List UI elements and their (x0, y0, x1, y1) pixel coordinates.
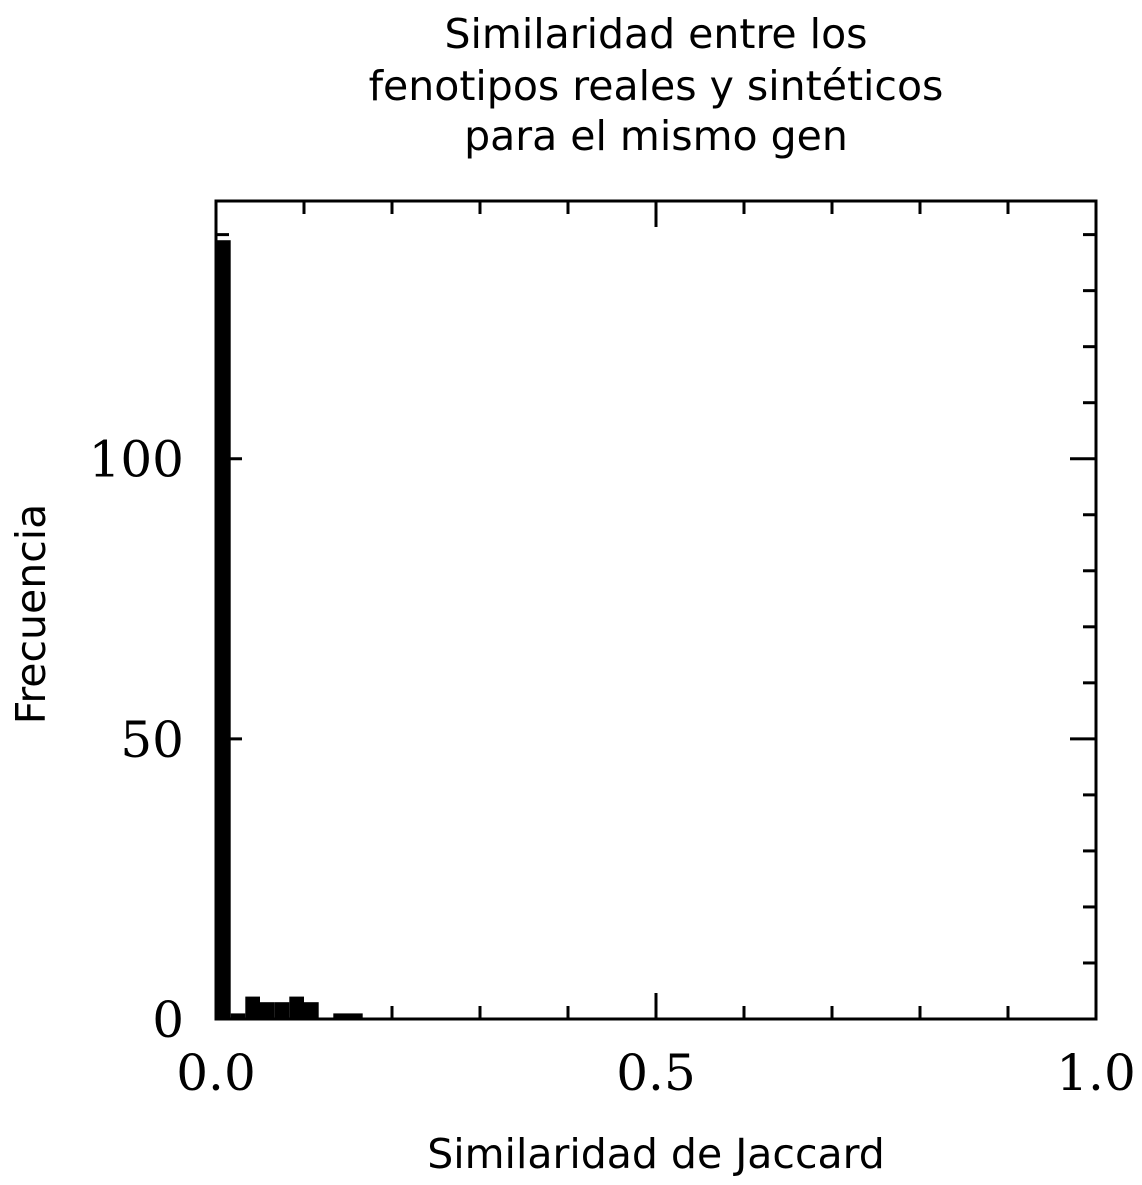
x-tick-label: 0.5 (616, 1044, 696, 1102)
histogram-bar (289, 996, 304, 1019)
y-tick-label: 100 (89, 431, 184, 489)
y-tick-label: 0 (152, 991, 184, 1049)
axis-ticks (214, 201, 1098, 1021)
histogram-bars (216, 240, 363, 1019)
histogram-bar (245, 996, 260, 1019)
title-line-2: fenotipos reales y sintéticos (369, 62, 944, 110)
histogram-bar (333, 1013, 348, 1019)
histogram-bar (260, 1002, 275, 1019)
title-line-1: Similaridad entre los (444, 10, 867, 58)
title-line-3: para el mismo gen (464, 112, 848, 160)
x-tick-label: 0.0 (176, 1044, 256, 1102)
x-tick-label: 1.0 (1056, 1044, 1136, 1102)
y-tick-label: 50 (120, 711, 184, 769)
histogram-bar (304, 1002, 319, 1019)
histogram-bar (274, 1002, 290, 1019)
plot-frame (214, 199, 1098, 1021)
histogram-bar (348, 1013, 363, 1019)
x-axis-label: Similaridad de Jaccard (427, 1130, 885, 1178)
histogram-bar (230, 1013, 246, 1019)
y-axis-label: Frecuencia (7, 504, 55, 725)
histogram-bar (216, 240, 231, 1019)
tick-labels: 0.0 0.5 1.0 0 50 100 (89, 431, 1136, 1102)
